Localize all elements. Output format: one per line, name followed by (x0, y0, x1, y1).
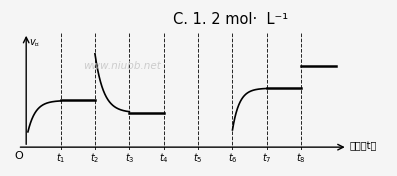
Text: www.niubb.net: www.niubb.net (83, 61, 162, 71)
Text: $v_{正}$: $v_{正}$ (29, 38, 40, 49)
Text: $t_1$: $t_1$ (56, 151, 65, 165)
Text: $t_7$: $t_7$ (262, 151, 272, 165)
Text: C. 1. 2 mol·  L⁻¹: C. 1. 2 mol· L⁻¹ (173, 12, 288, 27)
Text: $t_8$: $t_8$ (297, 151, 306, 165)
Text: O: O (14, 151, 23, 161)
Text: 时间（t）: 时间（t） (349, 142, 377, 152)
Text: $t_6$: $t_6$ (227, 151, 237, 165)
Text: $t_2$: $t_2$ (90, 151, 100, 165)
Text: $t_3$: $t_3$ (125, 151, 134, 165)
Text: $t_5$: $t_5$ (193, 151, 203, 165)
Text: $t_4$: $t_4$ (159, 151, 169, 165)
